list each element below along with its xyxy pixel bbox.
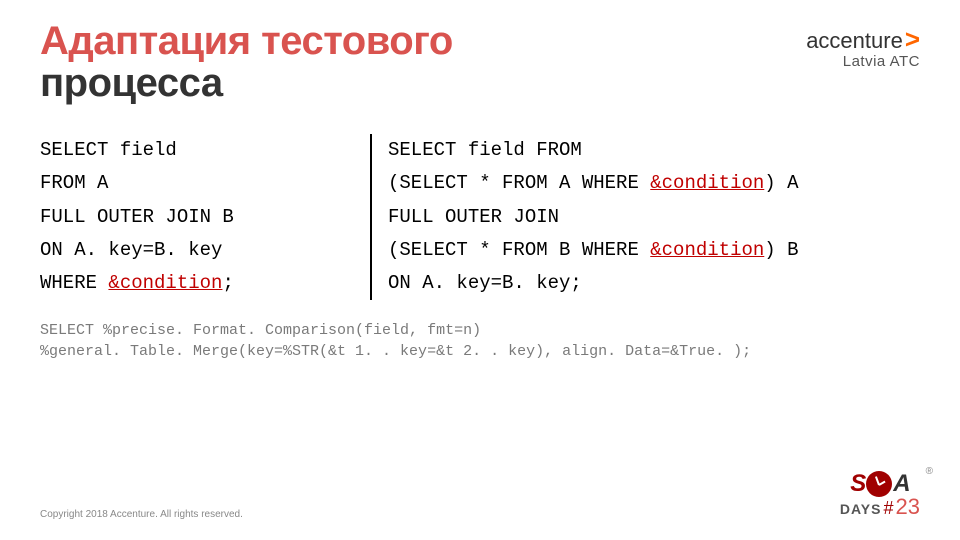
slide: Адаптация тестового процесса accenture >… [0, 0, 960, 540]
sqa-number: 23 [896, 494, 920, 520]
logo-subline: Latvia ATC [806, 53, 920, 70]
sqa-bottom-row: DAYS # 23 [840, 494, 920, 520]
code-line: ON A. key=B. key [40, 234, 358, 267]
code-line: SELECT field [40, 134, 358, 167]
code-line: WHERE &condition; [40, 267, 358, 300]
code-text: ; [222, 272, 233, 294]
copyright-text: Copyright 2018 Accenture. All rights res… [40, 509, 243, 520]
code-text: (SELECT * FROM A WHERE [388, 172, 650, 194]
code-condition: &condition [108, 272, 222, 294]
header: Адаптация тестового процесса accenture >… [40, 20, 920, 104]
slide-title: Адаптация тестового процесса [40, 20, 453, 104]
footer: Copyright 2018 Accenture. All rights res… [40, 470, 920, 520]
sqa-hash: # [884, 498, 894, 519]
code-text: WHERE [40, 272, 108, 294]
code-condition: &condition [650, 172, 764, 194]
code-line: (SELECT * FROM A WHERE &condition) A [388, 167, 920, 200]
logo-brand-row: accenture > [806, 24, 920, 55]
code-line: SELECT field FROM [388, 134, 920, 167]
code-text: (SELECT * FROM B WHERE [388, 239, 650, 261]
sqa-days-text: DAYS [840, 501, 882, 517]
code-text: ) B [764, 239, 798, 261]
accenture-logo: accenture > Latvia ATC [806, 20, 920, 70]
title-line-1: Адаптация тестового [40, 20, 453, 62]
code-left-column: SELECT field FROM A FULL OUTER JOIN B ON… [40, 134, 370, 300]
code-line: FULL OUTER JOIN [388, 201, 920, 234]
code-line: FULL OUTER JOIN B [40, 201, 358, 234]
macro-code: SELECT %precise. Format. Comparison(fiel… [40, 320, 920, 362]
code-condition: &condition [650, 239, 764, 261]
code-line: ON A. key=B. key; [388, 267, 920, 300]
logo-brand-text: accenture [806, 28, 903, 54]
code-right-column: SELECT field FROM (SELECT * FROM A WHERE… [370, 134, 920, 300]
macro-line: SELECT %precise. Format. Comparison(fiel… [40, 320, 920, 341]
macro-line: %general. Table. Merge(key=%STR(&t 1. . … [40, 341, 920, 362]
sqa-days-logo: S A ® DAYS # 23 [840, 470, 920, 520]
code-line: FROM A [40, 167, 358, 200]
code-line: (SELECT * FROM B WHERE &condition) B [388, 234, 920, 267]
code-text: ) A [764, 172, 798, 194]
title-line-2: процесса [40, 62, 453, 104]
code-comparison: SELECT field FROM A FULL OUTER JOIN B ON… [40, 134, 920, 300]
logo-chevron-icon: > [905, 24, 920, 55]
registered-icon: ® [926, 466, 932, 477]
